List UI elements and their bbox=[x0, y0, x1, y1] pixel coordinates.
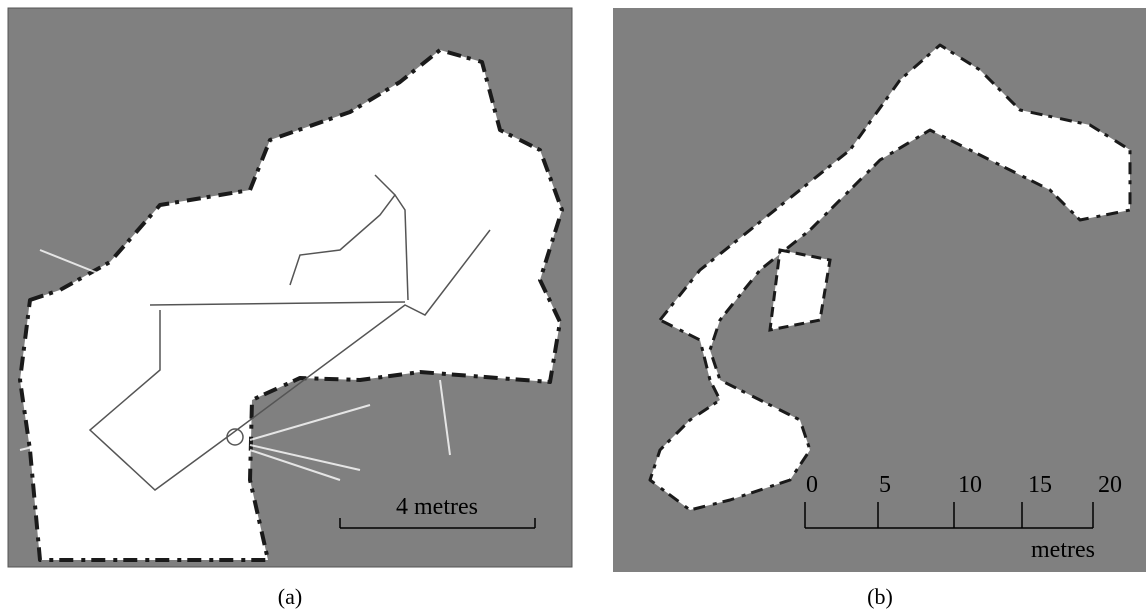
caption: (a) bbox=[278, 584, 302, 609]
scale-label: 4 metres bbox=[396, 494, 478, 520]
page: 4 metres (a) 0 5 10 15 20 metres (b) (()… bbox=[0, 0, 1146, 615]
scale-tick-label: 10 bbox=[958, 472, 982, 498]
scale-unit: metres bbox=[1031, 537, 1095, 563]
scale-tick-label: 5 bbox=[879, 472, 891, 498]
scale-tick-label: 0 bbox=[806, 472, 818, 498]
scale-tick-label: 15 bbox=[1028, 472, 1052, 498]
map-b: 0 5 10 15 20 metres bbox=[613, 8, 1146, 572]
figure: 4 metres (a) 0 5 10 15 20 metres (b) bbox=[0, 0, 1146, 615]
map-a: 4 metres bbox=[8, 8, 572, 567]
caption: (b) bbox=[867, 584, 893, 609]
scale-tick-label: 20 bbox=[1098, 472, 1122, 498]
